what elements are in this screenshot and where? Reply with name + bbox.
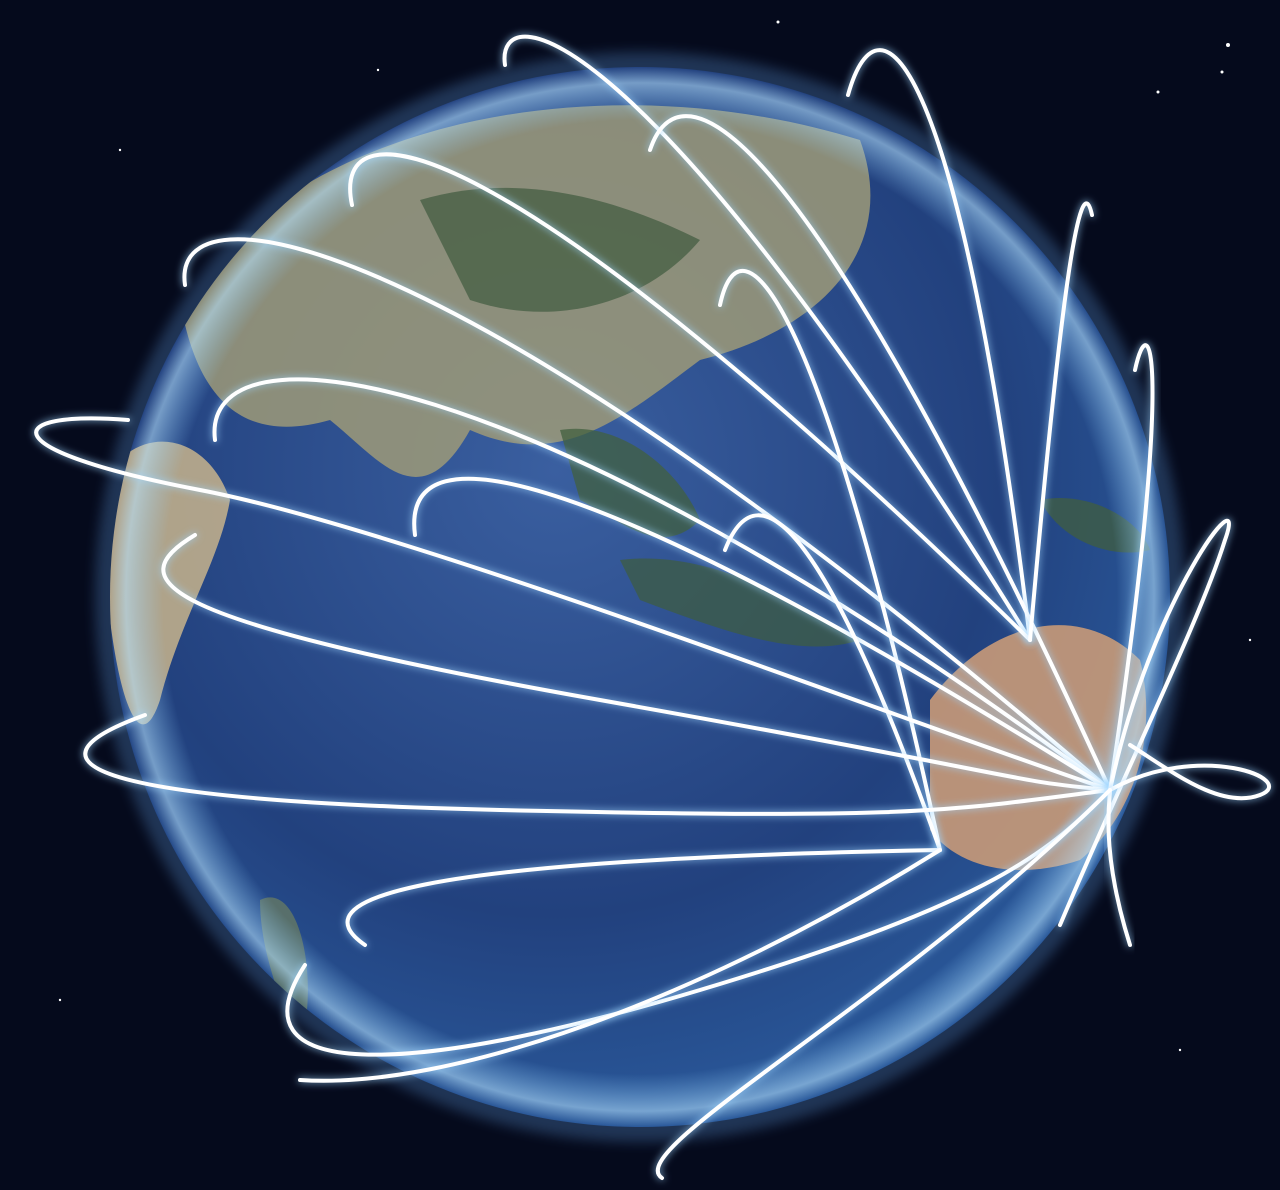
star <box>1248 638 1252 642</box>
arc <box>345 848 942 947</box>
flight-arcs <box>34 34 1271 1180</box>
arc <box>1108 743 1271 801</box>
star <box>376 68 380 72</box>
arc <box>83 713 1112 816</box>
arc <box>502 34 1032 642</box>
arc <box>1058 518 1231 927</box>
arc <box>648 114 1112 792</box>
arc <box>1028 201 1094 642</box>
arc <box>161 533 1112 792</box>
star <box>1220 70 1224 74</box>
arc <box>298 848 942 1083</box>
arc <box>212 377 1112 792</box>
star <box>776 20 780 24</box>
arc <box>348 152 1032 642</box>
arc <box>723 513 942 852</box>
atmosphere <box>110 67 1170 1127</box>
arc <box>846 48 1032 642</box>
star <box>1178 1048 1182 1052</box>
star <box>118 148 122 152</box>
arc <box>1106 788 1132 947</box>
star <box>1226 43 1230 47</box>
star <box>1156 90 1160 94</box>
star <box>58 998 62 1002</box>
arc <box>182 237 1112 792</box>
arc <box>412 476 1112 792</box>
arc <box>655 788 1112 1180</box>
arc <box>34 416 1112 792</box>
arc <box>285 788 1112 1057</box>
arc <box>1108 343 1155 792</box>
stars <box>58 20 1252 1052</box>
